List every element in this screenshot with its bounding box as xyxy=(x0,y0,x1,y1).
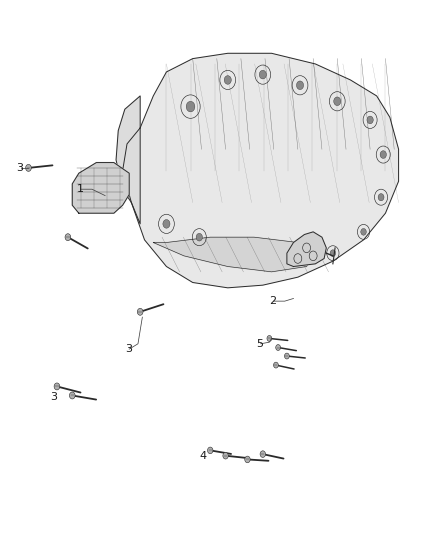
Polygon shape xyxy=(116,96,140,224)
Circle shape xyxy=(273,362,279,368)
Circle shape xyxy=(330,250,336,256)
Circle shape xyxy=(186,101,195,112)
Text: 3: 3 xyxy=(125,344,132,354)
Circle shape xyxy=(267,336,272,342)
Circle shape xyxy=(196,233,202,241)
Circle shape xyxy=(285,353,289,359)
Circle shape xyxy=(208,447,213,454)
Circle shape xyxy=(297,81,304,90)
Text: 5: 5 xyxy=(256,339,263,349)
Text: 1: 1 xyxy=(77,184,84,194)
Circle shape xyxy=(260,451,265,457)
Circle shape xyxy=(380,151,386,158)
Polygon shape xyxy=(287,232,326,266)
Circle shape xyxy=(245,456,250,463)
Circle shape xyxy=(163,220,170,228)
Text: 3: 3 xyxy=(17,163,24,173)
Circle shape xyxy=(137,308,143,315)
Text: 3: 3 xyxy=(50,392,57,402)
Circle shape xyxy=(65,233,71,241)
Circle shape xyxy=(378,193,384,201)
Circle shape xyxy=(361,229,366,235)
Circle shape xyxy=(276,345,280,351)
Polygon shape xyxy=(123,53,399,288)
Polygon shape xyxy=(72,163,129,213)
Circle shape xyxy=(224,76,231,84)
Circle shape xyxy=(367,116,373,124)
Circle shape xyxy=(54,383,60,390)
Text: 4: 4 xyxy=(199,451,206,461)
Polygon shape xyxy=(153,237,315,272)
Circle shape xyxy=(25,164,32,172)
Circle shape xyxy=(70,392,75,399)
Circle shape xyxy=(223,453,228,459)
Circle shape xyxy=(334,97,341,106)
Circle shape xyxy=(259,70,266,79)
Text: 2: 2 xyxy=(269,296,276,306)
